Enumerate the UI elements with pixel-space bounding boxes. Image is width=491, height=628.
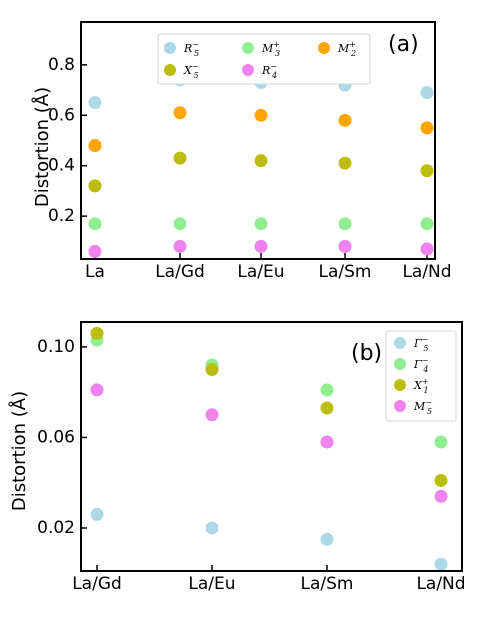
panel-b-point-G4m <box>434 435 448 449</box>
panel-a-legend-label-X5m: X− 5 <box>183 62 199 80</box>
panel-a-ticks: 0.2 0.4 0.6 0.8 La La/Gd La/Eu La/Sm La/Nd <box>48 55 452 282</box>
panel-b-legend: Γ− 5 Γ− 4 X+ 1 M− 5 <box>385 330 457 422</box>
panel-b-ytick-label: 0.02 <box>37 518 75 538</box>
panel-a-ytick-label: 0.2 <box>48 206 75 226</box>
panel-a-point-R4m <box>338 239 352 253</box>
panel-a-label: (a) <box>388 32 419 57</box>
panel-a-legend-label-R5m: R− 5 <box>183 40 199 58</box>
panel-b-point-X1p <box>90 326 104 340</box>
panel-b-xtick-label: La/Sm <box>301 574 354 594</box>
panel-b-xtick-label: La/Gd <box>72 574 122 594</box>
panel-a-legend-label-M3p: M+ 3 <box>261 40 280 58</box>
panel-a-xtick-label: La/Eu <box>237 262 284 282</box>
panel-a-point-X5m <box>420 164 434 178</box>
panel-a-ytick-label: 0.8 <box>48 55 75 75</box>
panel-b-ytick-label: 0.06 <box>37 427 75 447</box>
panel-a: Distortion (Å) 0.2 0.4 0.6 0.8 La La/Gd La/Eu L… <box>31 21 452 282</box>
panel-a-point-M3p <box>338 217 352 231</box>
panel-b-legend-box <box>385 330 457 422</box>
panel-b-ticks: 0.02 0.06 0.10 La/Gd La/Eu La/Sm La/Nd <box>37 337 465 594</box>
panel-a-point-M2p <box>254 108 268 122</box>
panel-a-ytick-label: 0.6 <box>48 105 75 125</box>
panel-b-point-X1p <box>205 363 219 377</box>
panel-b-legend-label-X1p: X+ 1 <box>413 377 429 395</box>
panel-a-point-R5m <box>420 86 434 100</box>
panel-b-ytick-label: 0.10 <box>37 337 75 357</box>
panel-a-point-X5m <box>338 156 352 170</box>
panel-a-point-M3p <box>173 217 187 231</box>
panel-a-point-M2p <box>338 113 352 127</box>
panel-a-xtick-label: La <box>85 262 105 282</box>
panel-b-point-M5m <box>205 408 219 422</box>
panel-b-point-M5m <box>90 383 104 397</box>
panel-b-point-M5m <box>320 435 334 449</box>
panel-a-point-M2p <box>420 121 434 135</box>
panel-b-point-X1p <box>434 473 448 487</box>
panel-b-point-X1p <box>320 401 334 415</box>
panel-a-point-M3p <box>420 217 434 231</box>
panel-b-label: (b) <box>351 341 382 366</box>
panel-a-legend-box <box>157 33 371 85</box>
panel-a-legend-label-M2p: M+ 2 <box>337 40 356 58</box>
panel-b-legend-marker-G5m <box>394 337 406 349</box>
panel-b-legend-label-M5m: M− 5 <box>413 398 432 416</box>
panel-a-xtick-label: La/Nd <box>402 262 451 282</box>
panel-a-frame <box>80 21 436 260</box>
panel-a-point-R4m <box>88 244 102 258</box>
panel-b-xtick-label: La/Nd <box>416 574 465 594</box>
panel-b-legend-marker-M5m <box>394 400 406 412</box>
panel-b-point-G4m <box>320 383 334 397</box>
panel-a-point-R4m <box>173 239 187 253</box>
panel-a-point-R5m <box>88 96 102 110</box>
panel-a-xtick-label: La/Gd <box>155 262 205 282</box>
panel-b-point-G5m <box>90 507 104 521</box>
panel-b-xtick-label: La/Eu <box>188 574 235 594</box>
panel-b-legend-marker-G4m <box>394 358 406 370</box>
panel-a-point-M3p <box>254 217 268 231</box>
panel-a-point-M2p <box>88 139 102 153</box>
panel-b-point-G5m <box>205 521 219 535</box>
panel-b-point-G5m <box>320 532 334 546</box>
panel-b-points <box>90 326 448 571</box>
panel-a-legend-marker-R4m <box>242 64 254 76</box>
panel-a-legend-marker-R5m <box>164 42 176 54</box>
panel-a-point-X5m <box>254 154 268 168</box>
panel-a-ytick-label: 0.4 <box>48 156 75 176</box>
panel-a-point-R4m <box>420 242 434 256</box>
panel-a-point-X5m <box>173 151 187 165</box>
panel-b-legend-label-G4m: Γ− 4 <box>413 356 428 374</box>
panel-a-point-R4m <box>254 239 268 253</box>
panel-a-legend-marker-X5m <box>164 64 176 76</box>
panel-a-legend: R− 5 X− 5 M+ 3 R− 4 M+ 2 <box>157 33 371 85</box>
panel-a-point-X5m <box>88 179 102 193</box>
panel-a-ylabel: Distortion (Å) <box>31 87 53 207</box>
panel-b-point-G5m <box>434 557 448 571</box>
panel-b-legend-marker-X1p <box>394 379 406 391</box>
panel-b-legend-label-G5m: Γ− 5 <box>413 335 428 353</box>
panel-b-ylabel: Distortion (Å) <box>8 391 30 511</box>
panel-b: Distortion (Å) 0.02 0.06 0.10 La/Gd La/Eu La/… <box>8 321 466 594</box>
panel-b-point-M5m <box>434 489 448 503</box>
panel-a-point-M3p <box>88 217 102 231</box>
panel-a-xtick-label: La/Sm <box>319 262 372 282</box>
panel-a-point-M2p <box>173 106 187 120</box>
panel-a-legend-label-R4m: R− 4 <box>261 62 277 80</box>
panel-b-frame <box>80 321 463 572</box>
panel-a-legend-marker-M3p <box>242 42 254 54</box>
panel-a-legend-marker-M2p <box>318 42 330 54</box>
